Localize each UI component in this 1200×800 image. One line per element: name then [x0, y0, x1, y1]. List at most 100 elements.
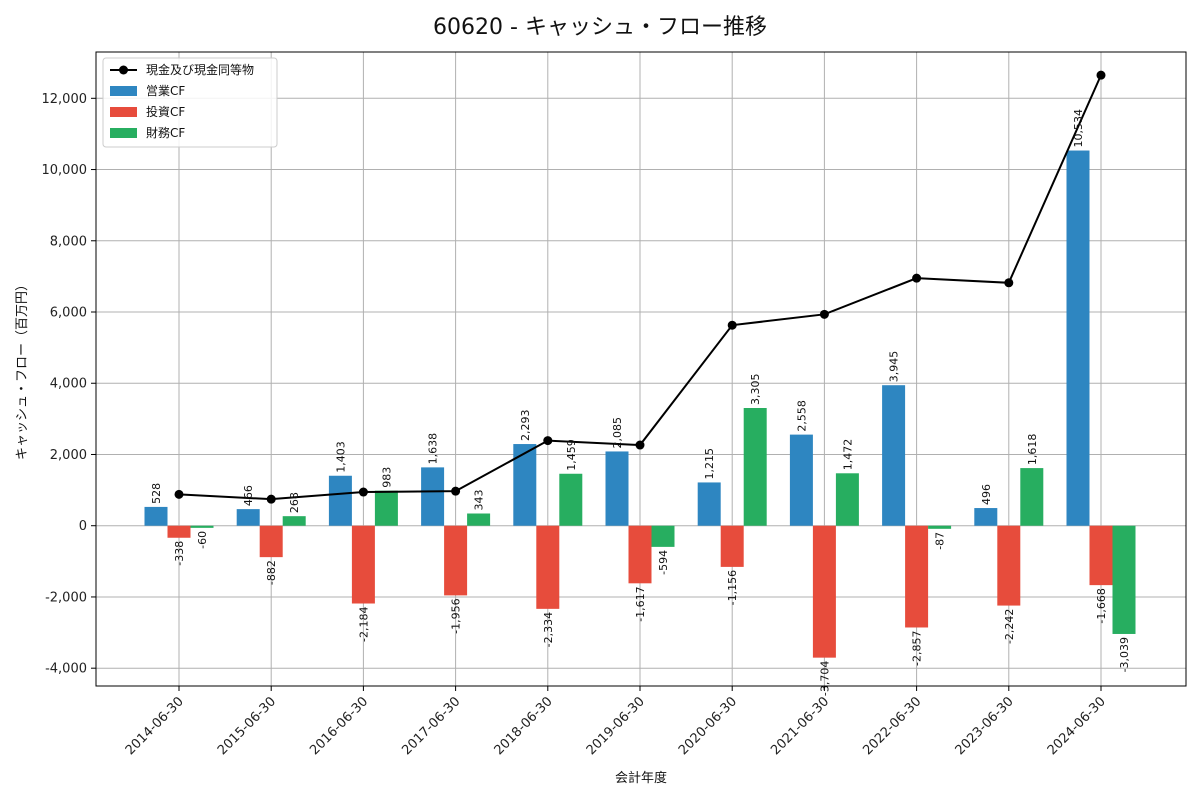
data-label-2-7: 1,472: [841, 439, 854, 471]
bar-1-7: [812, 525, 836, 658]
data-label-2-3: 343: [473, 490, 486, 511]
y-axis-title: キャッシュ・フロー（百万円）: [15, 278, 30, 460]
data-label-1-2: -2,184: [357, 607, 370, 642]
legend-label-1: 投資CF: [146, 104, 185, 119]
data-label-1-1: -882: [265, 560, 278, 585]
data-label-2-2: 983: [380, 467, 393, 488]
data-label-2-1: 268: [288, 492, 301, 513]
axis-layer: -4,000 -2,000 0 2,000 4,000 6,000 8,000 10,000 1…: [42, 92, 1109, 758]
legend-label-cash: 現金及び現金同等物: [146, 62, 254, 77]
y-tick-label: 10,000: [42, 163, 88, 178]
data-label-0-5: 2,085: [611, 417, 624, 449]
bar-1-5: [628, 525, 652, 584]
cash-point-8: [912, 273, 922, 283]
data-label-0-10: 10,534: [1072, 109, 1085, 148]
x-tick-label: 2014-06-30: [123, 694, 187, 758]
bar-2-2: [374, 490, 398, 526]
cash-point-7: [819, 309, 829, 319]
legend-box: [102, 57, 278, 148]
bar-1-8: [905, 525, 929, 628]
x-tick-label: 2021-06-30: [768, 694, 832, 758]
data-label-1-3: -1,956: [450, 598, 463, 633]
bar-2-9: [1020, 468, 1044, 526]
bar-0-0: [144, 506, 168, 526]
cash-point-4: [543, 436, 553, 446]
bar-1-2: [351, 525, 375, 604]
bar-1-3: [444, 525, 468, 596]
bar-0-9: [974, 508, 998, 526]
cash-point-1: [266, 494, 276, 504]
cash-point-9: [1004, 278, 1014, 288]
bar-2-0: [190, 525, 214, 528]
cash-point-6: [727, 320, 737, 330]
bar-0-4: [513, 444, 537, 526]
y-tick-label: 6,000: [50, 306, 87, 321]
bar-0-7: [789, 434, 813, 526]
data-label-2-10: -3,039: [1118, 637, 1131, 672]
data-label-0-3: 1,638: [427, 433, 440, 465]
bar-0-6: [697, 482, 721, 526]
x-tick-label: 2015-06-30: [215, 694, 279, 758]
data-label-0-6: 1,215: [703, 448, 716, 480]
legend-label-2: 財務CF: [146, 125, 185, 140]
data-label-2-5: -594: [657, 550, 670, 575]
data-label-1-6: -1,156: [726, 570, 739, 605]
data-label-1-8: -2,857: [911, 630, 924, 665]
bar-2-1: [282, 516, 306, 526]
bar-2-4: [559, 473, 583, 526]
legend-label-0: 営業CF: [146, 84, 185, 98]
data-label-1-4: -2,334: [542, 612, 555, 647]
bar-0-1: [236, 509, 260, 526]
x-tick-label: 2024-06-30: [1045, 694, 1109, 758]
data-label-0-1: 466: [242, 485, 255, 506]
bar-1-4: [536, 525, 560, 609]
data-label-0-0: 528: [150, 483, 163, 504]
label-layer: 528 466 1,403 1,638 2,293 2,085 1,215 2,558 3,94…: [150, 109, 1131, 696]
data-label-0-2: 1,403: [334, 441, 347, 473]
x-tick-label: 2016-06-30: [307, 694, 371, 758]
x-tick-label: 2023-06-30: [953, 694, 1017, 758]
data-label-2-4: 1,459: [565, 439, 578, 471]
cash-point-5: [635, 440, 645, 450]
legend-swatch-1: [110, 107, 137, 117]
data-label-1-10: -1,668: [1095, 588, 1108, 623]
x-tick-label: 2019-06-30: [584, 694, 648, 758]
y-tick-label: -2,000: [45, 590, 87, 605]
cash-point-0: [174, 489, 184, 499]
plot-frame: [95, 51, 1187, 687]
bar-layer: [144, 150, 1136, 658]
bar-0-3: [421, 467, 445, 526]
x-tick-label: 2018-06-30: [492, 694, 556, 758]
cash-point-3: [451, 486, 461, 496]
line-layer: [174, 70, 1106, 504]
bar-2-10: [1112, 525, 1136, 634]
bar-2-3: [467, 513, 491, 526]
bar-0-5: [605, 451, 629, 526]
data-label-0-7: 2,558: [795, 400, 808, 432]
data-label-1-7: -3,704: [818, 661, 831, 696]
data-label-0-4: 2,293: [519, 410, 532, 442]
data-label-1-0: -338: [173, 541, 186, 566]
x-tick-label: 2017-06-30: [399, 694, 463, 758]
legend-swatch-0: [110, 86, 137, 96]
chart-title: 60620 - キャッシュ・フロー推移: [433, 15, 767, 40]
bar-1-0: [167, 525, 191, 538]
cash-point-10: [1096, 70, 1106, 80]
x-axis-title: 会計年度: [615, 770, 667, 786]
data-label-2-0: -60: [196, 531, 209, 549]
y-tick-label: 4,000: [50, 377, 87, 392]
bar-1-9: [997, 525, 1021, 606]
legend-swatch-2: [110, 128, 137, 138]
data-label-2-9: 1,618: [1026, 434, 1039, 466]
data-label-1-9: -2,242: [1003, 609, 1016, 644]
legend-line-marker: [119, 65, 128, 75]
cash-point-2: [358, 487, 368, 497]
y-tick-label: -4,000: [45, 662, 87, 677]
bar-0-10: [1066, 150, 1090, 526]
bar-1-6: [720, 525, 744, 567]
bar-0-8: [882, 385, 906, 526]
data-label-2-8: -87: [934, 532, 947, 550]
bar-0-2: [328, 475, 352, 526]
